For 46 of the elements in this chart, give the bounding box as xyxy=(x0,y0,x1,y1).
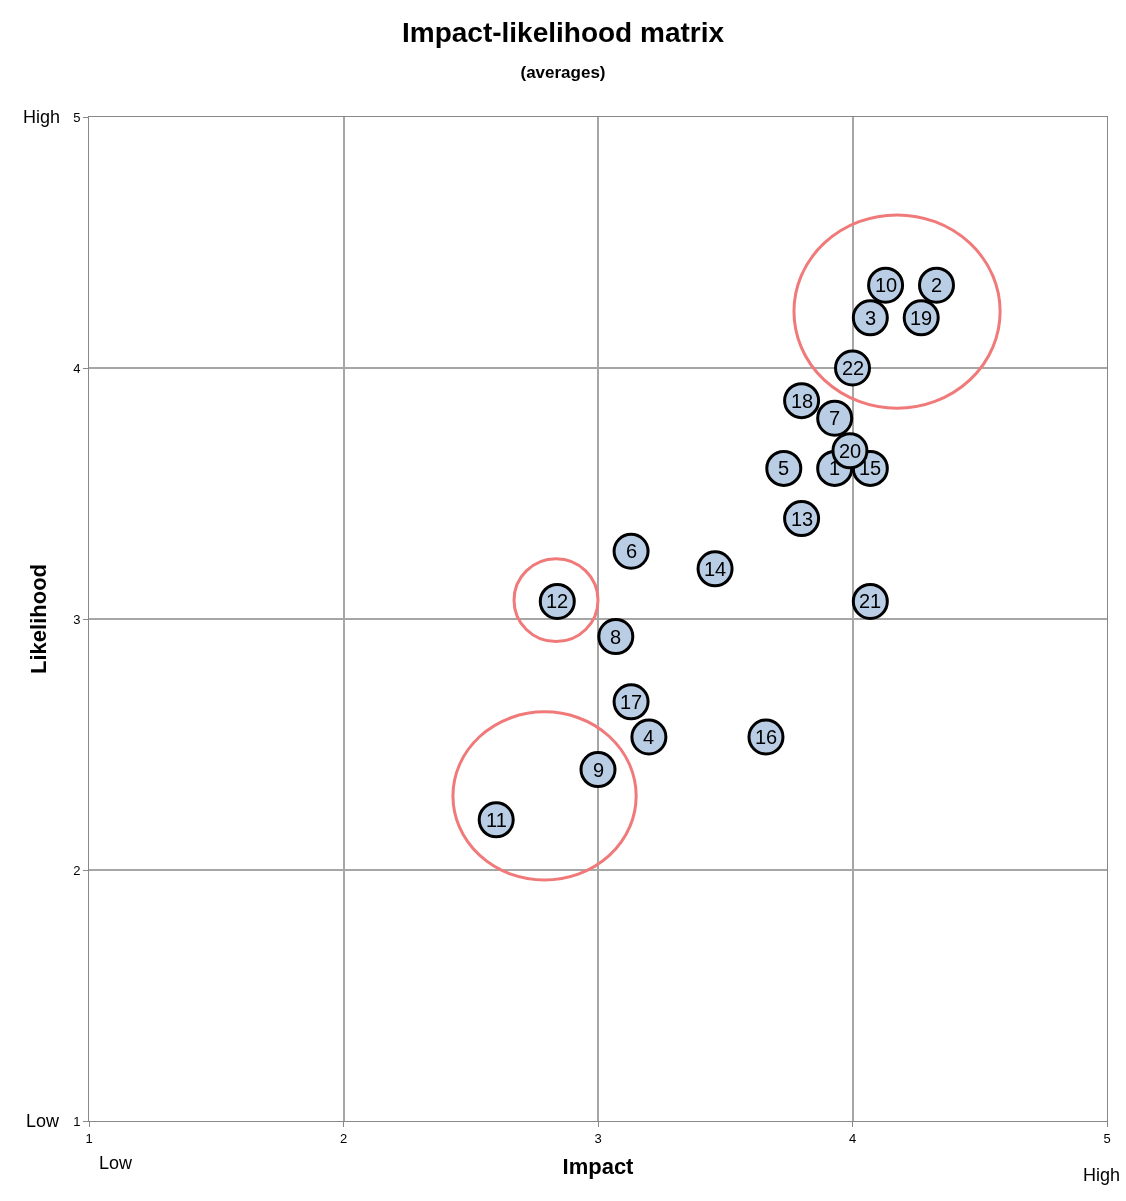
annotation: 8 xyxy=(610,626,622,648)
annotation: 4 xyxy=(643,726,655,748)
x-tick-label: 1 xyxy=(85,1130,93,1146)
y-tick-label: 2 xyxy=(73,862,81,878)
y-tick-label: 1 xyxy=(73,1113,81,1129)
annotation: 20 xyxy=(839,440,862,462)
y-tick-label: 5 xyxy=(73,109,81,125)
point xyxy=(918,266,955,304)
annotation: 11 xyxy=(486,809,507,831)
annotation: 13 xyxy=(791,508,814,530)
y-axis-title: Likelihood xyxy=(25,564,51,674)
annotation: 19 xyxy=(910,307,933,329)
x-tick-label: 4 xyxy=(848,1130,857,1146)
annotation: 18 xyxy=(791,390,814,412)
text: High xyxy=(1083,1165,1121,1185)
text: Low xyxy=(99,1153,134,1173)
annotation: 7 xyxy=(829,407,841,429)
x-tick-label: 3 xyxy=(594,1130,602,1146)
x-axis-title: Impact xyxy=(562,1154,635,1180)
x-tick-label: 5 xyxy=(1103,1130,1111,1146)
point xyxy=(612,532,650,570)
annotation: 12 xyxy=(546,590,569,612)
point xyxy=(816,399,854,437)
annotation: 1 xyxy=(829,457,841,479)
annotation: 2 xyxy=(931,274,943,296)
annotation: 5 xyxy=(778,457,790,479)
y-tick-label: 3 xyxy=(73,611,81,627)
chart-subtitle: (averages) xyxy=(520,63,606,83)
text: High xyxy=(23,107,61,127)
annotation: 14 xyxy=(704,558,727,580)
annotation: 22 xyxy=(842,357,865,379)
annotation: 9 xyxy=(593,759,605,781)
annotation: 16 xyxy=(755,726,778,748)
annotation: 10 xyxy=(875,274,898,296)
x-tick-label: 2 xyxy=(339,1130,348,1146)
point xyxy=(597,618,635,656)
chart-title: Impact-likelihood matrix xyxy=(401,17,725,49)
annotation: 6 xyxy=(626,540,638,562)
annotation: 21 xyxy=(859,590,882,612)
point xyxy=(579,751,617,789)
annotation: 17 xyxy=(620,691,643,713)
text: Low xyxy=(26,1111,61,1131)
point xyxy=(851,299,889,337)
annotation: 3 xyxy=(865,307,877,329)
point xyxy=(765,449,803,487)
y-tick-label: 4 xyxy=(73,360,81,376)
